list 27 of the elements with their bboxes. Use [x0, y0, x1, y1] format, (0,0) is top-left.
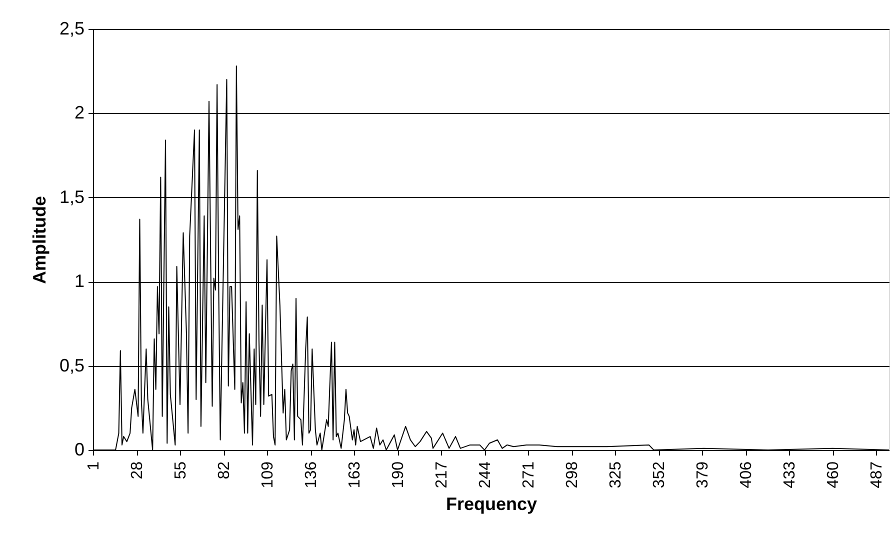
x-tick-label: 244: [477, 461, 494, 488]
x-tick-label: 298: [564, 461, 582, 488]
x-tick-label: 325: [608, 461, 625, 488]
y-tick-label: 2: [74, 102, 84, 123]
y-tick-label: 1: [74, 271, 84, 292]
x-tick-label: 460: [825, 461, 842, 488]
x-tick-label: 352: [651, 461, 668, 488]
y-tick-label: 0,5: [59, 355, 84, 376]
x-axis-title: Frequency: [446, 494, 538, 514]
x-tick-label: 406: [738, 461, 756, 488]
y-axis-title: Amplitude: [29, 196, 50, 284]
x-tick-label: 28: [129, 461, 146, 480]
x-tick-label: 136: [303, 461, 320, 488]
x-tick-label: 1: [86, 461, 102, 470]
y-tick-label: 2,5: [59, 18, 84, 38]
x-tick-label: 379: [694, 461, 712, 488]
x-tick-label: 163: [346, 461, 364, 488]
x-tick-label: 487: [868, 461, 886, 488]
x-tick-label: 190: [390, 461, 408, 488]
x-tick-label: 433: [782, 461, 799, 488]
x-tick-label: 271: [520, 461, 538, 488]
x-tick-label: 55: [172, 461, 190, 480]
x-tick-label: 109: [260, 461, 277, 488]
y-tick-label: 0: [74, 440, 84, 460]
x-tick-label: 217: [434, 461, 451, 488]
y-tick-label: 1,5: [59, 186, 84, 207]
x-tick-label: 82: [216, 461, 234, 480]
